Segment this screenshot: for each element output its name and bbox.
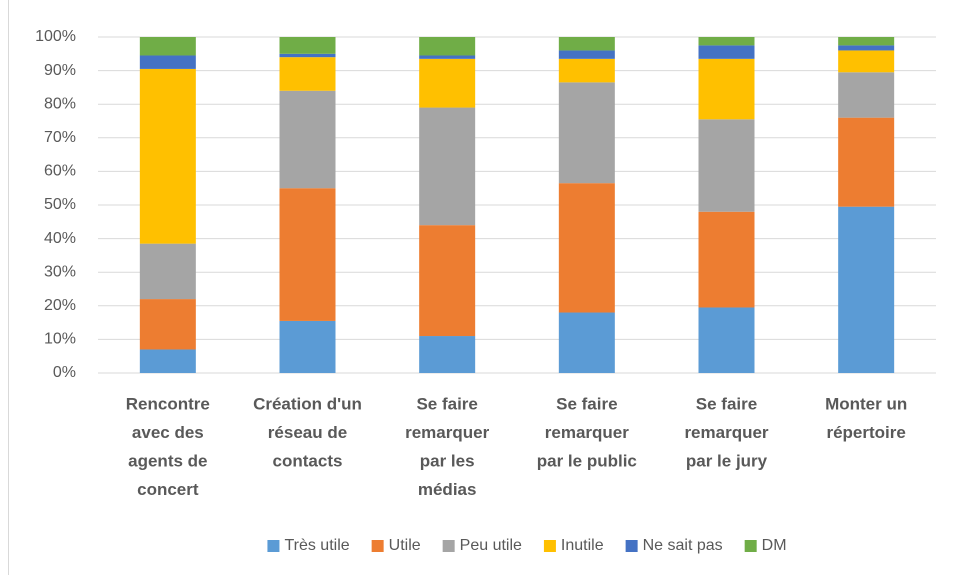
bar-segment	[558, 312, 615, 373]
bar-segment	[419, 37, 476, 56]
x-tick-label: par le jury	[686, 451, 768, 470]
bar-segment	[139, 55, 196, 69]
bar-segment	[698, 58, 755, 120]
y-tick-label: 100%	[35, 28, 76, 45]
legend-label: Inutile	[561, 537, 604, 554]
legend-label: Très utile	[284, 537, 349, 554]
y-tick-label: 80%	[44, 95, 76, 112]
bar-segment	[279, 188, 336, 321]
bar-segment	[279, 37, 336, 54]
bar-segment	[279, 57, 336, 91]
bar-segment	[419, 336, 476, 373]
chart-border	[8, 0, 9, 575]
bar-segment	[698, 119, 755, 212]
y-tick-label: 20%	[44, 297, 76, 314]
bar-segment	[558, 37, 615, 51]
bar-segment	[139, 299, 196, 350]
bar-segment	[139, 37, 196, 56]
bar-segment	[279, 53, 336, 58]
bar-segment	[279, 320, 336, 373]
x-tick-label: répertoire	[826, 423, 905, 442]
x-tick-label: par les	[420, 451, 475, 470]
legend-label: Utile	[389, 537, 421, 554]
x-tick-label: Se faire	[696, 394, 757, 413]
legend-swatch	[744, 540, 757, 552]
x-tick-label: avec des	[132, 423, 204, 442]
x-tick-label: concert	[137, 480, 199, 499]
bar-segment	[419, 225, 476, 337]
bar-segment	[838, 117, 895, 207]
x-tick-label: réseau de	[268, 423, 347, 442]
bar-segment	[419, 55, 476, 59]
bar-segment	[838, 37, 895, 46]
x-tick-label: Monter un	[825, 394, 907, 413]
legend-swatch	[267, 540, 280, 552]
x-tick-label: contacts	[273, 451, 343, 470]
x-tick-label: Se faire	[416, 394, 477, 413]
bar-segment	[279, 90, 336, 189]
x-tick-label: Création d'un	[253, 394, 362, 413]
bar-segment	[698, 45, 755, 59]
legend-label: Peu utile	[460, 537, 522, 554]
bar-segment	[838, 206, 895, 373]
y-tick-label: 50%	[44, 196, 76, 213]
y-tick-label: 10%	[44, 331, 76, 348]
bar-segment	[419, 58, 476, 108]
y-tick-label: 60%	[44, 163, 76, 180]
bar-segment	[558, 50, 615, 59]
legend-swatch	[625, 540, 638, 552]
y-tick-label: 40%	[44, 230, 76, 247]
x-tick-label: agents de	[128, 451, 207, 470]
y-tick-label: 0%	[53, 364, 76, 381]
x-tick-label: médias	[418, 480, 477, 499]
y-tick-label: 90%	[44, 62, 76, 79]
legend-swatch	[543, 540, 556, 552]
bar-segment	[698, 37, 755, 46]
bar-segment	[139, 349, 196, 373]
x-tick-label: remarquer	[684, 423, 768, 442]
x-tick-label: Se faire	[556, 394, 617, 413]
bar-segment	[558, 183, 615, 313]
y-tick-label: 70%	[44, 129, 76, 146]
bar-segment	[558, 82, 615, 184]
x-tick-label: Rencontre	[126, 394, 210, 413]
bar-segment	[558, 58, 615, 83]
bar-segment	[139, 243, 196, 300]
bar-segment	[838, 45, 895, 51]
y-tick-label: 30%	[44, 263, 76, 280]
bar-segment	[139, 68, 196, 244]
legend-swatch	[371, 540, 384, 552]
legend-swatch	[442, 540, 455, 552]
legend-label: Ne sait pas	[643, 537, 723, 554]
bar-segment	[838, 50, 895, 73]
x-tick-label: remarquer	[545, 423, 629, 442]
bar-segment	[419, 107, 476, 226]
bar-segment	[698, 211, 755, 308]
bar-segment	[838, 72, 895, 118]
x-tick-label: remarquer	[405, 423, 489, 442]
bar-segment	[698, 307, 755, 373]
x-tick-label: par le public	[537, 451, 637, 470]
legend-label: DM	[762, 537, 787, 554]
